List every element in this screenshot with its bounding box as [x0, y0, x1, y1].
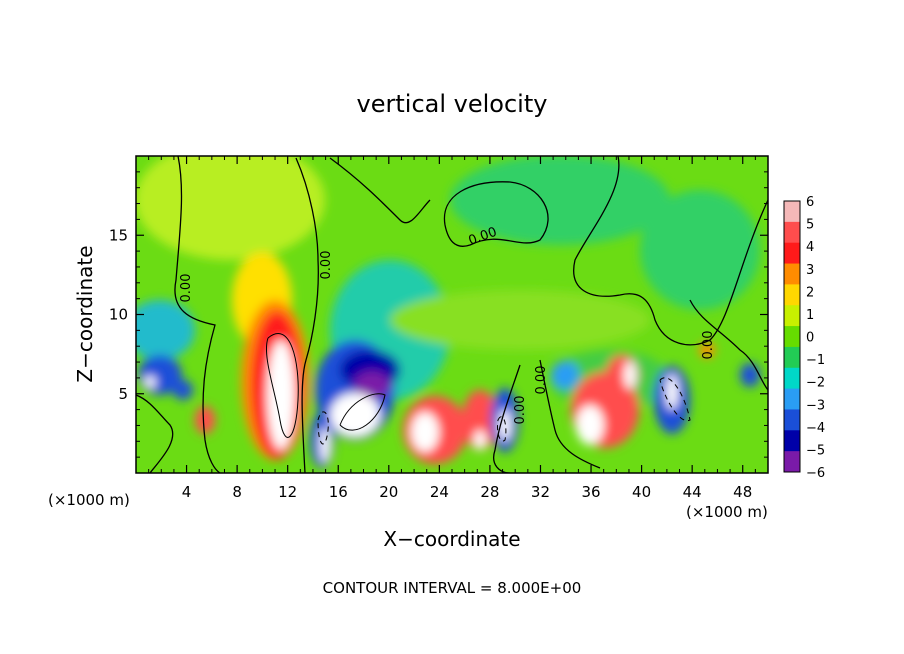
field-blob — [699, 342, 715, 358]
contour-label: 0.00 — [179, 274, 194, 303]
y-tick-label: 5 — [118, 385, 128, 403]
field-blob — [320, 427, 330, 463]
colorbar-swatch — [784, 346, 800, 369]
field-blob — [640, 190, 760, 310]
contour-line — [329, 157, 431, 224]
contour-label: 0.00 — [534, 366, 549, 395]
field-blob — [666, 374, 678, 410]
colorbar-label: −2 — [806, 376, 825, 391]
field-blob — [499, 409, 511, 441]
x-axis-unit-left: (×1000 m) — [48, 491, 130, 509]
colorbar-label: 1 — [806, 308, 814, 323]
x-tick-label: 20 — [379, 483, 398, 501]
chart-title: vertical velocity — [357, 90, 548, 118]
colorbar-swatch — [784, 221, 800, 244]
y-tick-label: 15 — [109, 226, 128, 244]
y-axis: 5 10 15 — [109, 171, 768, 458]
x-tick-label: 8 — [232, 483, 242, 501]
y-tick-label: 10 — [109, 306, 128, 324]
x-tick-label: 36 — [581, 483, 600, 501]
contour-line — [539, 359, 601, 469]
colorbar-swatch — [784, 388, 800, 410]
field-blob — [173, 380, 193, 400]
colorbar: 6 5 4 3 2 1 0 −1 −2 −3 −4 −5 −6 — [783, 195, 825, 481]
contour-label: 0.00 — [319, 251, 334, 280]
contour-interval-note: CONTOUR INTERVAL = 8.000E+00 — [323, 579, 582, 597]
contour-line — [573, 156, 768, 346]
field-blob — [136, 156, 325, 260]
contour-line — [317, 411, 329, 445]
colorbar-swatch — [784, 242, 800, 265]
x-tick-label: 16 — [329, 483, 348, 501]
y-axis-label: Z−coordinate — [73, 245, 97, 382]
colorbar-label: 6 — [806, 195, 814, 210]
positive-contours — [265, 333, 386, 438]
colorbar-label: 3 — [806, 263, 814, 278]
colorbar-swatch — [784, 409, 800, 431]
colorbar-label: −4 — [806, 421, 825, 436]
field-blob — [354, 371, 390, 399]
contour-line — [443, 181, 549, 247]
colorbar-swatch — [784, 263, 800, 285]
contour-label: 0.00 — [513, 396, 528, 425]
x-axis-label: X−coordinate — [383, 527, 520, 551]
colorbar-swatch — [784, 430, 800, 452]
colorbar-label: 4 — [806, 240, 814, 255]
x-tick-label: 28 — [480, 483, 499, 501]
colorbar-label: −1 — [806, 353, 825, 368]
field-blob — [195, 406, 215, 434]
x-tick-label: 4 — [182, 483, 192, 501]
x-tick-label: 12 — [278, 483, 297, 501]
x-axis: 4 8 12 16 20 24 28 32 36 40 44 48 — [148, 156, 756, 501]
field-blob — [267, 340, 295, 450]
colorbar-swatch — [784, 367, 800, 390]
colorbar-label: 0 — [806, 331, 814, 346]
zero-contours — [136, 156, 768, 473]
x-tick-label: 24 — [430, 483, 449, 501]
colorbar-label: −5 — [806, 443, 825, 458]
field-blob — [462, 390, 498, 450]
x-axis-unit-right: (×1000 m) — [686, 503, 768, 521]
x-tick-label: 48 — [733, 483, 752, 501]
contour-line — [339, 393, 386, 431]
colorbar-swatch — [784, 305, 800, 327]
field-blob — [330, 393, 380, 437]
colorbar-swatch — [784, 201, 800, 223]
contour-line — [136, 394, 174, 473]
colorbar-label: 5 — [806, 218, 814, 233]
colorbar-swatch — [784, 451, 800, 473]
field-blob — [551, 361, 579, 389]
field-blob — [144, 376, 156, 388]
contour-line — [497, 416, 507, 442]
field-blob — [474, 430, 486, 450]
colorbar-swatch — [784, 284, 800, 306]
field-blob — [390, 290, 650, 350]
colorbar-label: −6 — [806, 466, 825, 481]
contour-label: 0.00 — [701, 331, 716, 360]
colorbar-swatch — [784, 326, 800, 348]
field-blob — [740, 363, 760, 387]
field-blob — [624, 361, 636, 389]
field-blob — [136, 300, 195, 360]
contour-line — [295, 157, 319, 473]
x-tick-label: 40 — [632, 483, 651, 501]
negative-contours — [317, 377, 691, 445]
contour-line — [493, 364, 521, 473]
x-tick-label: 32 — [531, 483, 550, 501]
colorbar-frame — [783, 200, 801, 473]
colorbar-label: 2 — [806, 285, 814, 300]
contour-line — [265, 333, 299, 438]
plot-area: 0.000.000.000.000.000.00 — [136, 156, 768, 473]
contour-line — [174, 156, 221, 473]
contour-line — [689, 299, 768, 391]
x-tick-label: 44 — [683, 483, 702, 501]
colorbar-label: −3 — [806, 398, 825, 413]
contour-line — [659, 377, 691, 422]
field-blob — [576, 405, 604, 445]
field-blob — [450, 156, 670, 245]
field-blob — [411, 412, 439, 452]
